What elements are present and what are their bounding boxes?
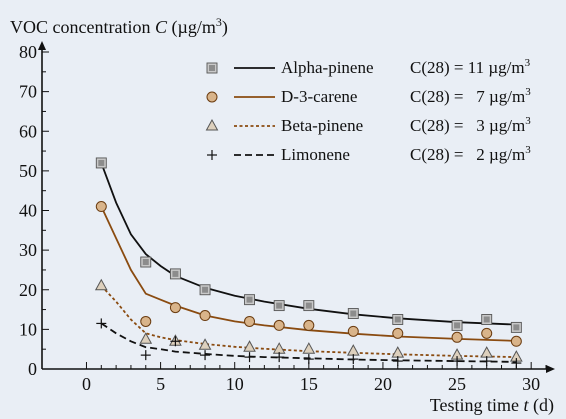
y-tick-label: 70 xyxy=(19,82,37,102)
y-axis-title: VOC concentration C (µg/m3) xyxy=(10,15,228,38)
y-tick-label: 50 xyxy=(19,161,37,181)
y-tick-label: 10 xyxy=(19,319,37,339)
x-tick-label: 0 xyxy=(82,374,91,394)
data-point-3 xyxy=(200,350,211,361)
legend-marker-3 xyxy=(207,150,217,160)
x-axis-title: Testing time t (d) xyxy=(430,395,554,416)
x-tick-label: 30 xyxy=(522,374,540,394)
data-point-1 xyxy=(95,201,107,213)
y-axis-arrow xyxy=(38,41,46,50)
x-axis-title-text: Testing time xyxy=(430,395,519,415)
data-point-1 xyxy=(451,331,463,343)
data-point-1 xyxy=(392,327,404,339)
data-point-0 xyxy=(510,321,522,333)
legend-label-0: Alpha-pinene xyxy=(281,58,374,77)
y-axis-title-unit: (µg/m xyxy=(171,17,215,38)
x-tick-label: 25 xyxy=(448,374,466,394)
legend-c28-0: C(28) = 11 µg/m3 xyxy=(410,57,531,77)
fit-lines xyxy=(100,162,517,363)
data-point-1 xyxy=(510,335,522,347)
legend-label-3: Limonene xyxy=(281,145,350,164)
data-point-0 xyxy=(451,319,463,331)
legend-marker-1 xyxy=(206,91,218,103)
data-point-1 xyxy=(273,319,285,331)
y-tick-label: 60 xyxy=(19,121,37,141)
legend: Alpha-pinene C(28) = 11 µg/m3 D-3-carene C(… xyxy=(205,57,531,164)
data-point-1 xyxy=(481,327,493,339)
data-point-0 xyxy=(347,308,359,319)
data-point-0 xyxy=(169,268,181,280)
x-axis-title-variable: t xyxy=(523,395,529,415)
series-line-0 xyxy=(100,162,517,326)
series-line-3 xyxy=(100,322,517,363)
data-point-0 xyxy=(244,294,255,306)
data-point-3 xyxy=(274,352,285,363)
series-line-1 xyxy=(100,206,517,342)
data-point-1 xyxy=(199,310,211,322)
y-tick-label: 20 xyxy=(19,280,37,300)
legend-c28-2: C(28) = 3 µg/m3 xyxy=(410,115,531,135)
data-point-0 xyxy=(392,314,404,325)
data-point-0 xyxy=(199,284,211,296)
x-axis-title-unit: (d) xyxy=(533,395,554,416)
x-tick-label: 10 xyxy=(226,374,244,394)
y-tick-label: 0 xyxy=(28,359,37,379)
data-point-0 xyxy=(95,157,107,169)
y-axis-title-unit-superscript: 3 xyxy=(216,15,222,29)
y-tick-label: 30 xyxy=(19,240,37,260)
legend-c28-1: C(28) = 7 µg/m3 xyxy=(410,86,531,106)
data-point-3 xyxy=(348,354,359,365)
data-point-3 xyxy=(244,352,255,363)
data-point-3 xyxy=(170,336,181,347)
data-point-3 xyxy=(481,356,492,367)
data-point-2 xyxy=(243,340,256,352)
legend-label-1: D-3-carene xyxy=(281,87,357,106)
data-point-2 xyxy=(302,342,316,354)
x-tick-label: 15 xyxy=(300,374,318,394)
data-point-1 xyxy=(244,315,256,327)
y-tick-label: 40 xyxy=(19,201,37,221)
data-point-2 xyxy=(139,332,153,344)
data-point-0 xyxy=(303,300,315,312)
data-point-3 xyxy=(303,354,314,365)
legend-c28-3: C(28) = 2 µg/m3 xyxy=(410,144,531,164)
legend-label-2: Beta-pinene xyxy=(281,116,363,135)
data-point-1 xyxy=(169,302,181,314)
data-point-3 xyxy=(511,358,522,369)
data-point-1 xyxy=(347,325,359,337)
data-point-0 xyxy=(481,314,493,325)
data-point-3 xyxy=(140,350,151,361)
x-tick-label: 20 xyxy=(374,374,392,394)
legend-marker-0 xyxy=(206,62,218,74)
data-point-3 xyxy=(96,318,107,329)
data-markers xyxy=(94,157,523,369)
y-axis-title-unit-close: ) xyxy=(222,17,228,38)
legend-marker-2 xyxy=(205,118,219,131)
y-axis-title-text: VOC concentration xyxy=(10,17,150,37)
data-point-2 xyxy=(198,338,212,350)
x-axis-arrow xyxy=(546,365,555,373)
data-point-0 xyxy=(140,256,152,268)
x-ticks: 0 5 10 15 20 25 30 xyxy=(82,362,547,394)
data-point-3 xyxy=(392,356,403,367)
data-point-1 xyxy=(303,319,315,331)
data-point-3 xyxy=(452,356,463,367)
x-tick-label: 5 xyxy=(156,374,165,394)
data-point-0 xyxy=(273,300,285,312)
data-point-2 xyxy=(94,278,108,291)
data-point-1 xyxy=(140,315,152,327)
y-tick-label: 80 xyxy=(19,42,37,62)
series-line-2 xyxy=(100,285,517,358)
y-axis-title-variable: C xyxy=(155,17,168,37)
y-ticks: 0 10 20 30 40 50 60 70 80 xyxy=(19,42,49,379)
